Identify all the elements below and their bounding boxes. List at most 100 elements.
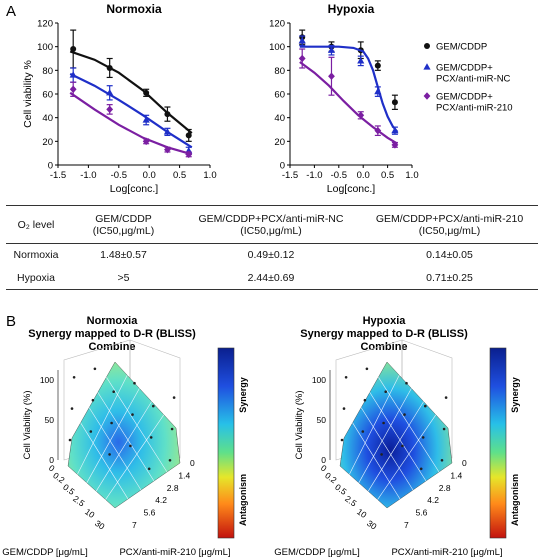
pcx-tick-label: 5.6: [144, 508, 156, 518]
surface-point: [419, 467, 423, 471]
mesh-line: [378, 377, 440, 473]
mesh-line: [358, 388, 412, 483]
surface-point: [363, 398, 367, 402]
panel-a-legend: GEM/CDDPGEM/CDDP+PCX/anti-miR-NCGEM/CDDP…: [423, 42, 513, 114]
surface-point: [112, 390, 115, 393]
data-point: [69, 85, 77, 94]
x-tick-label: 0.5: [173, 170, 186, 181]
y-tick-label: 120: [37, 19, 53, 30]
gem-tick-label: 30: [93, 518, 107, 532]
surface-point: [421, 436, 425, 439]
mesh-line: [88, 407, 142, 491]
mesh-line: [80, 422, 129, 500]
pcx-tick-label: 0: [462, 458, 467, 468]
x-axis-label: Log[conc.]: [110, 183, 159, 195]
legend-label: GEM/CDDP+: [436, 63, 493, 74]
data-point: [143, 89, 150, 96]
pcx-tick-label: 1.4: [450, 470, 462, 480]
data-point: [328, 72, 335, 81]
z-axis-label: Cell Viability (%): [22, 391, 33, 460]
data-point: [185, 132, 192, 139]
normoxia-chart: Normoxia 0 20 40 60 80 100 120 -1.5 -1.0 -0.5 0.0 0.…: [22, 2, 217, 195]
data-point: [298, 54, 306, 63]
pcx-tick-label: 2.8: [167, 483, 179, 493]
y-tick-label: 100: [37, 42, 53, 53]
x-tick-label: 0.0: [143, 170, 156, 181]
surface-point: [91, 398, 95, 402]
table-cell: 0.14±0.05: [426, 249, 473, 262]
data-point: [106, 105, 114, 114]
mesh-line: [105, 414, 165, 500]
mesh-line: [77, 375, 128, 475]
z-tick-label: 100: [312, 375, 326, 385]
table-cell: 0.49±0.12: [247, 249, 295, 262]
table-row: Hypoxia >5 2.44±0.69 0.71±0.25: [6, 267, 538, 290]
mesh-line: [95, 401, 152, 492]
data-point: [164, 111, 171, 118]
panel-a-letter: A: [6, 3, 16, 20]
gem-tick-label: 2.5: [71, 493, 87, 508]
x-tick-label: -1.0: [306, 170, 322, 181]
chart-title: Normoxia: [106, 2, 162, 16]
mesh-line: [377, 414, 437, 500]
surface-point: [340, 438, 344, 442]
surface-point: [382, 421, 385, 425]
data-point: [106, 64, 113, 71]
z-tick-label: 50: [45, 415, 55, 425]
pcx-tick-label: 7: [404, 520, 409, 530]
gem-tick-label: 30: [365, 518, 379, 532]
gem-tick-label: 0: [47, 463, 57, 474]
table-header-cell: GEM/CDDP+PCX/anti-miR-210 (IC50,μg/mL): [375, 212, 524, 237]
surface-point: [68, 438, 72, 442]
fit-curve: [69, 91, 193, 156]
table-cell: Normoxia: [13, 249, 59, 262]
surface-point: [152, 404, 155, 408]
pcx-tick-label: 0: [190, 458, 195, 468]
z-tick-label: 100: [40, 375, 54, 385]
table-cell: 1.48±0.57: [100, 249, 147, 262]
y-tick-label: 100: [269, 42, 285, 53]
y-tick-label: 60: [274, 90, 285, 101]
legend-label: GEM/CDDP: [436, 42, 487, 53]
data-point: [327, 46, 336, 53]
y-tick-label: 20: [274, 137, 285, 148]
pcx-tick-label: 4.2: [155, 495, 167, 505]
y-tick-label: 0: [48, 161, 53, 172]
x-tick-label: 1.0: [405, 170, 418, 181]
surface-point: [342, 407, 346, 410]
table-cell: >5: [117, 271, 130, 284]
legend-label: PCX/anti-miR-210: [436, 103, 513, 114]
y-tick-label: 40: [274, 113, 285, 124]
surface-point: [440, 459, 444, 462]
table-header-cell: O₂ level: [17, 218, 55, 231]
mesh-line: [86, 388, 140, 483]
response-surface: [67, 361, 181, 509]
data-point: [185, 150, 193, 159]
hypoxia-chart: Hypoxia 0 20 40 60 80 100 120 -1.5 -1.0 -0.5 0.0 0.5…: [269, 2, 418, 195]
pcx-tick-label: 1.4: [178, 470, 190, 480]
mesh-line: [360, 407, 414, 491]
data-point: [142, 137, 150, 146]
data-point: [374, 87, 382, 95]
mesh-line: [352, 422, 401, 500]
surface-point: [110, 421, 113, 425]
data-point: [374, 126, 382, 135]
surface-point: [344, 376, 348, 379]
z-tick-label: 0: [321, 455, 326, 465]
table-cell: 2.44±0.69: [247, 271, 295, 284]
gem-tick-label: 0.5: [61, 482, 77, 497]
surface-point: [72, 376, 76, 379]
plot-title-line: Normoxia: [87, 315, 139, 327]
x-tick-label: -0.5: [331, 170, 347, 181]
panel-a: A Normoxia 0 20 40 60 80 100 120 -1.5 -1.0 -0.5 0.0…: [6, 2, 513, 195]
gem-tick-label: 0.2: [51, 470, 67, 485]
surface-point: [89, 430, 93, 433]
surface-point: [424, 404, 427, 408]
surface-point: [93, 367, 97, 371]
legend-label: PCX/anti-miR-NC: [436, 74, 511, 85]
surface-point: [129, 444, 132, 448]
mesh-line: [106, 377, 168, 473]
legend-marker: [423, 92, 431, 100]
